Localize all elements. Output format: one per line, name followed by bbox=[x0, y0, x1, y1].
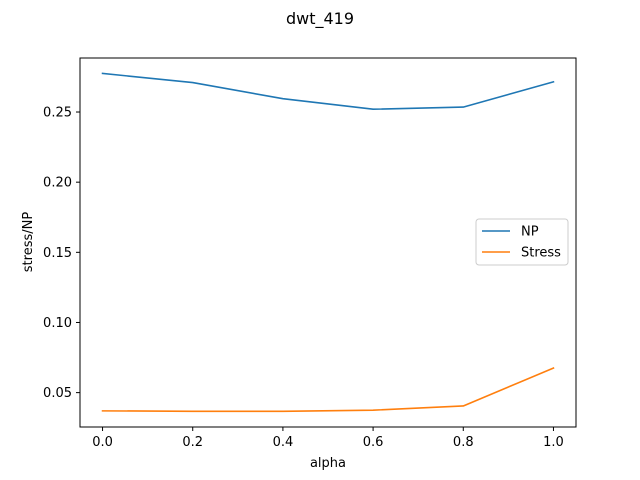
x-tick-label: 0.4 bbox=[273, 435, 294, 450]
axes-frame bbox=[79, 57, 577, 428]
y-tick-label: 0.20 bbox=[43, 176, 72, 191]
y-tick-label: 0.15 bbox=[43, 246, 72, 261]
y-axis-label: stress/NP bbox=[21, 212, 36, 273]
axis-ticks: 0.0 0.2 0.4 0.6 0.8 1.0 0.05 0.10 0.15 0.20 0.25 bbox=[43, 106, 564, 450]
x-tick-label: 0.0 bbox=[92, 435, 113, 450]
x-tick-label: 0.2 bbox=[182, 435, 203, 450]
series-layer bbox=[101, 72, 555, 413]
legend-label-stress: Stress bbox=[521, 246, 561, 261]
chart-title: dwt_419 bbox=[286, 9, 354, 29]
x-tick-label: 0.8 bbox=[453, 435, 474, 450]
series-line-stress bbox=[101, 367, 555, 413]
x-axis-label: alpha bbox=[310, 456, 346, 471]
series-line-np bbox=[101, 72, 555, 111]
x-tick-label: 0.6 bbox=[363, 435, 384, 450]
y-tick-label: 0.05 bbox=[43, 386, 72, 401]
y-tick-label: 0.25 bbox=[43, 106, 72, 121]
x-tick-label: 1.0 bbox=[543, 435, 564, 450]
y-tick-label: 0.10 bbox=[43, 316, 72, 331]
legend-label-np: NP bbox=[521, 225, 539, 240]
legend: NP Stress bbox=[475, 218, 569, 266]
